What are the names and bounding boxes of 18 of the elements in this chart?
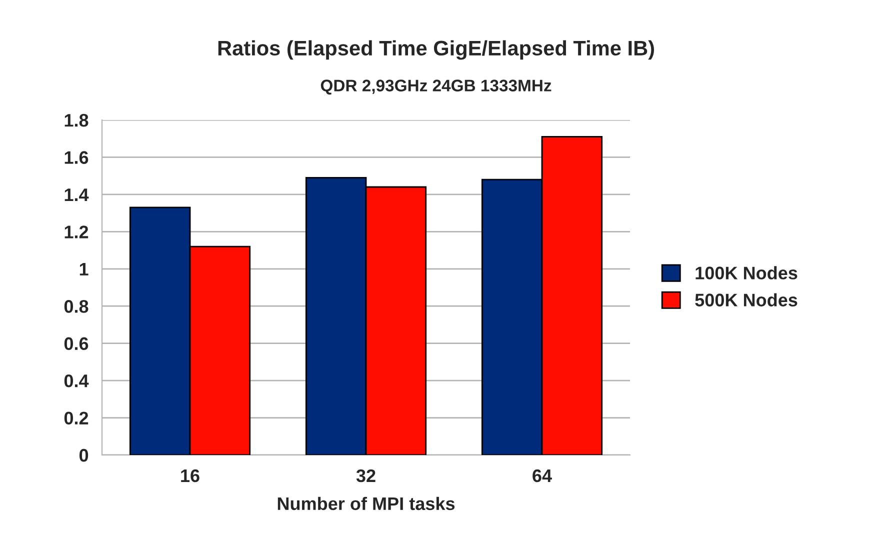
y-tick-label: 1.4 bbox=[64, 188, 89, 201]
x-tick-label: 32 bbox=[356, 469, 376, 482]
y-tick-label: 0.4 bbox=[64, 374, 89, 388]
y-tick-label: 0.6 bbox=[64, 337, 88, 350]
y-tick-label: 0.2 bbox=[64, 412, 88, 424]
chart-title: Ratios (Elapsed Time GigE/Elapsed Time IB) bbox=[218, 40, 654, 60]
legend-label: 500K Nodes bbox=[695, 293, 798, 306]
x-tick-label: 64 bbox=[532, 469, 552, 482]
legend-label: 100K Nodes bbox=[696, 266, 798, 280]
y-tick-label: 1 bbox=[80, 263, 88, 276]
y-tick-label: 0.8 bbox=[64, 300, 88, 313]
x-axis-title: Number of MPI tasks bbox=[278, 496, 455, 510]
y-tick-label: 1.8 bbox=[64, 114, 88, 127]
y-tick-label: 1.2 bbox=[64, 226, 88, 238]
x-tick-label: 16 bbox=[181, 469, 200, 482]
chart-subtitle: QDR 2,93GHz 24GB 1333MHz bbox=[320, 80, 552, 95]
y-tick-label: 0 bbox=[79, 448, 88, 462]
y-tick-label: 1.6 bbox=[64, 151, 88, 164]
